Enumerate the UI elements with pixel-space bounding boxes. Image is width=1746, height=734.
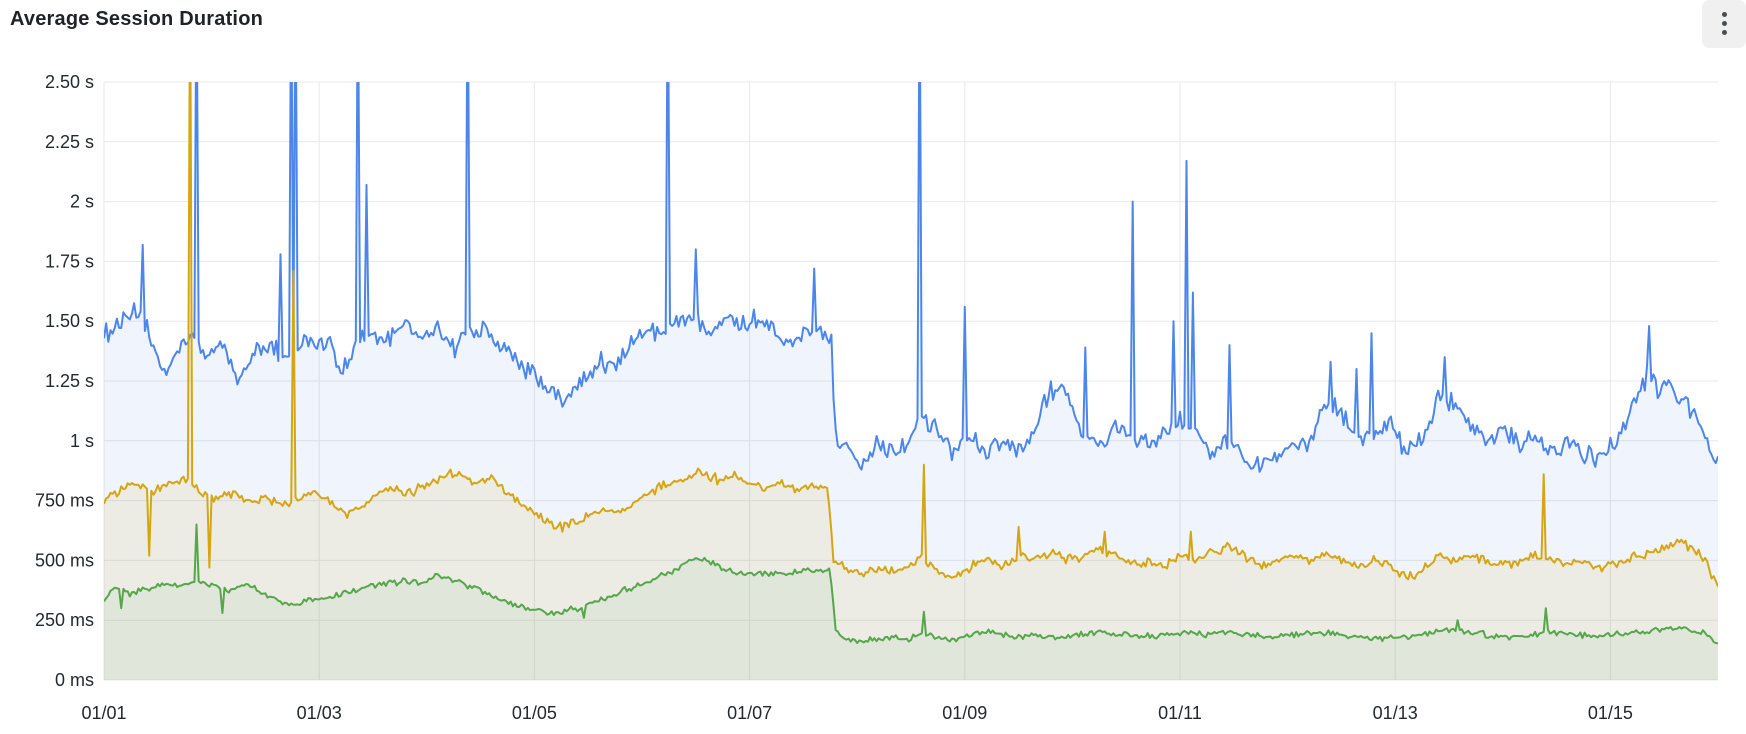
x-tick-label: 01/05: [512, 703, 557, 723]
yellow-series-line: [104, 82, 1718, 587]
x-tick-label: 01/07: [727, 703, 772, 723]
y-tick-label: 1.50 s: [45, 311, 94, 331]
y-tick-label: 1 s: [70, 431, 94, 451]
y-tick-label: 0 ms: [55, 670, 94, 690]
kebab-menu-button[interactable]: [1702, 0, 1746, 48]
y-tick-label: 2 s: [70, 192, 94, 212]
x-tick-label: 01/13: [1373, 703, 1418, 723]
x-tick-label: 01/11: [1158, 703, 1202, 723]
y-axis-labels: 0 ms 250 ms 500 ms 750 ms 1 s 1.25 s 1.50 s 1.7…: [35, 72, 94, 690]
y-tick-label: 1.75 s: [45, 251, 94, 271]
x-tick-label: 01/03: [297, 703, 342, 723]
x-tick-label: 01/15: [1588, 703, 1633, 723]
green-series-fill: [104, 524, 1718, 680]
x-tick-label: 01/09: [942, 703, 987, 723]
blue-series-fill: [104, 82, 1718, 680]
blue-series-line: [104, 82, 1718, 473]
x-axis-labels: 01/01 01/03 01/05 01/07 01/09 01/11 01/13 01/15: [81, 703, 1632, 723]
y-tick-label: 1.25 s: [45, 371, 94, 391]
y-tick-label: 250 ms: [35, 610, 94, 630]
x-tick-label: 01/01: [81, 703, 126, 723]
y-tick-label: 2.25 s: [45, 132, 94, 152]
y-tick-label: 2.50 s: [45, 72, 94, 92]
green-series-line: [104, 523, 1718, 645]
yellow-series-fill: [104, 82, 1718, 680]
gridlines: [103, 81, 1718, 681]
kebab-vertical-icon: [1721, 12, 1727, 35]
y-tick-label: 750 ms: [35, 491, 94, 511]
y-tick-label: 500 ms: [35, 550, 94, 570]
